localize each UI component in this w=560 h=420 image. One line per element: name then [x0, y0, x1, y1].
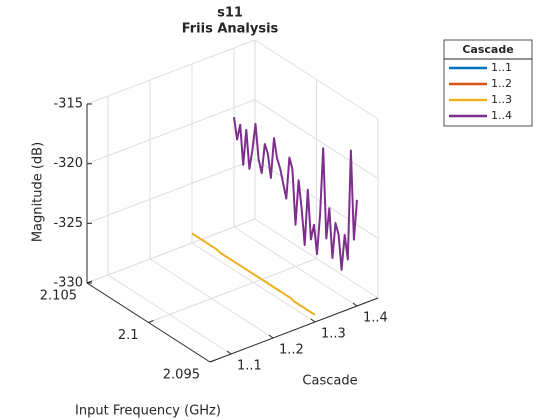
grid-line: [86, 158, 256, 224]
x-tick-label: 2.095: [163, 368, 200, 383]
y-tick: [226, 350, 232, 355]
grid-line: [148, 258, 317, 323]
x-axis-label: Input Frequency (GHz): [75, 404, 221, 419]
legend-label: 1..4: [491, 109, 512, 122]
y-tick: [268, 334, 274, 339]
z-tick-label: -330: [53, 276, 83, 291]
grid-line: [86, 99, 256, 165]
z-tick-label: -320: [53, 156, 83, 171]
grid-line: [86, 39, 256, 105]
y-tick: [352, 302, 358, 307]
z-tick-label: -325: [53, 216, 83, 231]
x-tick: [148, 320, 154, 323]
series-line: [233, 117, 358, 271]
y-tick-label: 1..2: [279, 343, 304, 358]
y-tick-label: 1..4: [363, 311, 388, 326]
y-axis-label: Cascade: [302, 374, 357, 389]
z-tick-label: -315: [53, 97, 83, 112]
legend-label: 1..1: [491, 61, 512, 74]
z-axis-label: Magnitude (dB): [31, 142, 46, 242]
chart-subtitle: Friis Analysis: [182, 22, 279, 37]
chart-title: s11: [217, 6, 243, 21]
y-tick-label: 1..1: [237, 359, 262, 374]
legend-label: 1..3: [491, 93, 512, 106]
x-tick: [86, 280, 93, 284]
legend-title: Cascade: [462, 43, 513, 56]
x-tick-label: 2.105: [40, 289, 77, 304]
x-tick-label: 2.1: [118, 328, 139, 343]
legend-label: 1..2: [491, 77, 512, 90]
y-axis-line: [209, 297, 379, 363]
series-line: [191, 232, 316, 316]
x-tick: [209, 359, 216, 363]
y-tick: [310, 318, 316, 323]
y-tick-label: 1..3: [321, 327, 346, 342]
grid-line: [86, 218, 256, 284]
